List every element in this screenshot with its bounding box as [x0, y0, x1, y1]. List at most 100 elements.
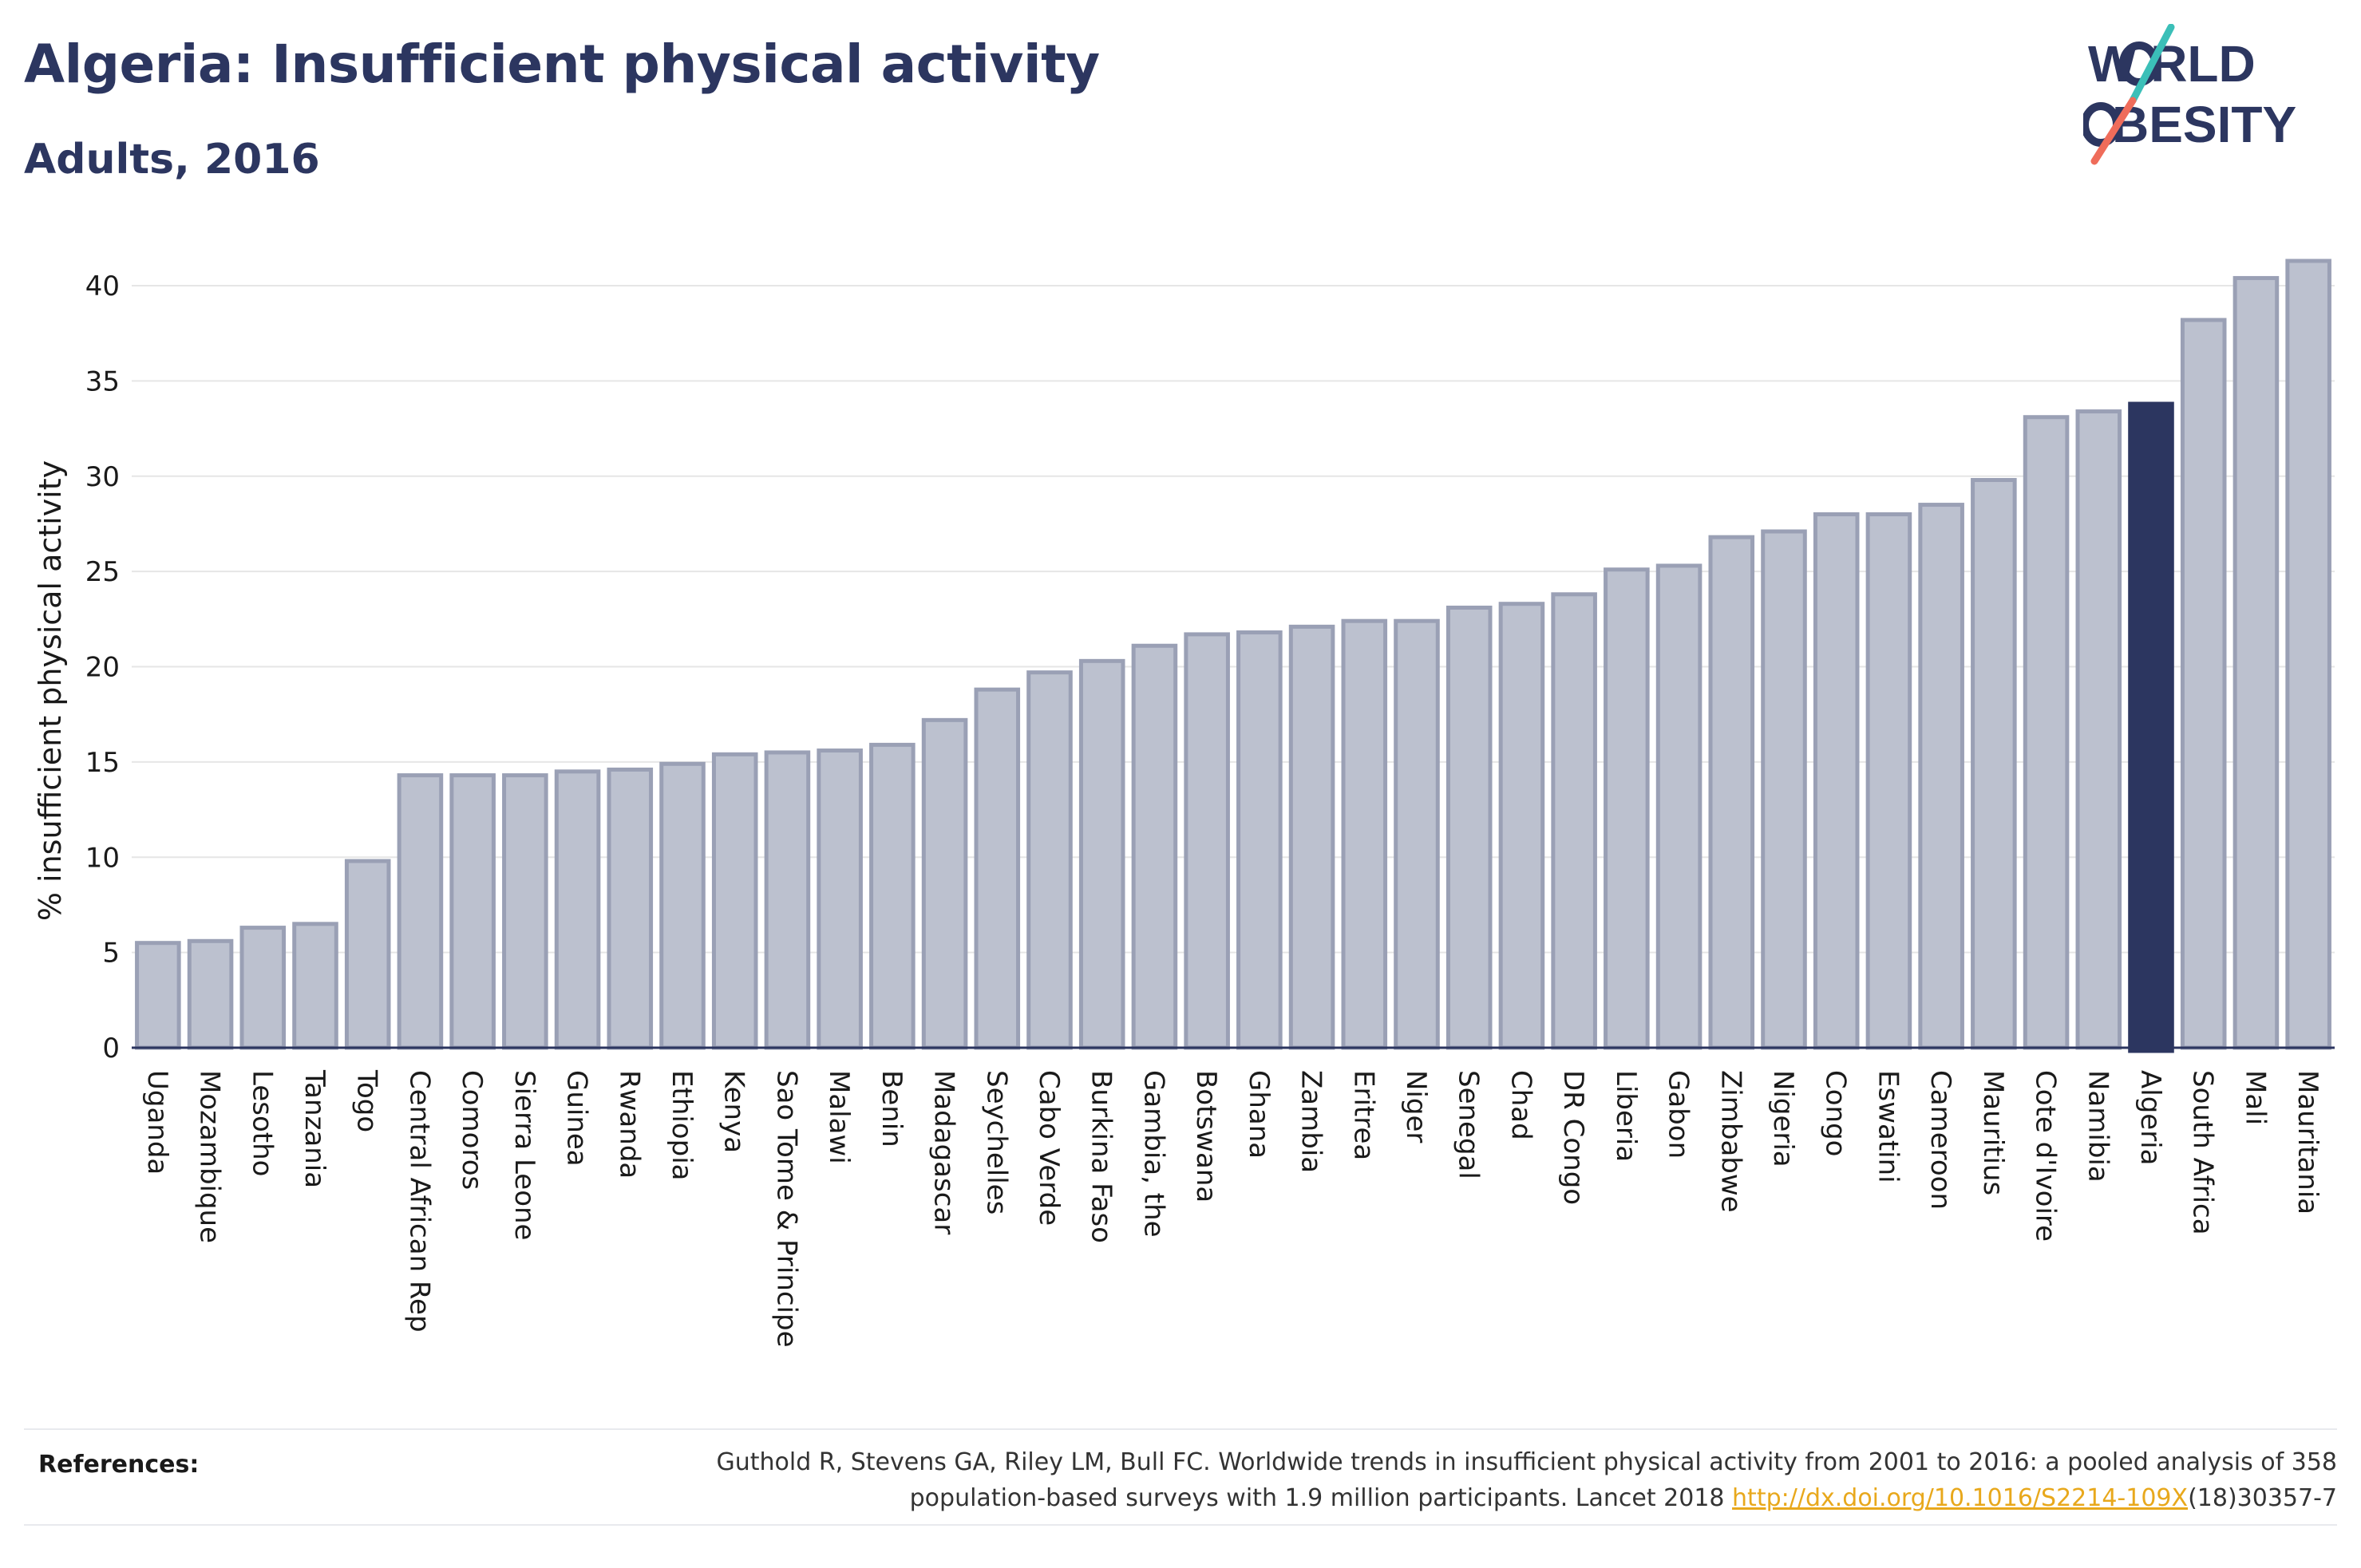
- bar-togo: [344, 859, 391, 1050]
- bar-zimbabwe: [1708, 535, 1755, 1050]
- y-tick-label: 10: [85, 842, 120, 874]
- y-tick-label: 5: [102, 938, 120, 970]
- y-tick-label: 0: [102, 1033, 120, 1064]
- bar-lesotho: [239, 926, 287, 1050]
- y-tick-labels: 0 5 10 15 20 25 30 35 40: [85, 271, 120, 1064]
- x-tick-label: Malawi: [823, 1070, 855, 1164]
- reference-line2-prefix: population-based surveys with 1.9 millio…: [909, 1484, 1733, 1512]
- x-tick-label: Kenya: [718, 1070, 750, 1153]
- bar-seychelles: [974, 687, 1021, 1050]
- x-tick-label: Nigeria: [1767, 1070, 1799, 1167]
- bar-burkina-faso: [1078, 658, 1125, 1050]
- logo-text-line2: BESITY: [2112, 96, 2296, 153]
- x-tick-label: Botswana: [1190, 1070, 1222, 1203]
- x-tick-label: DR Congo: [1557, 1070, 1589, 1205]
- y-tick-label: 40: [85, 271, 120, 302]
- x-tick-label: Algeria: [2134, 1070, 2166, 1165]
- x-tick-label: Tanzania: [299, 1069, 330, 1188]
- x-tick-label: Mauritius: [1977, 1070, 2009, 1195]
- y-tick-label: 35: [85, 365, 120, 397]
- bar-malawi: [817, 748, 863, 1050]
- bar-cote-d-ivoire: [2023, 415, 2070, 1050]
- logo-text-line1: W RLD: [2088, 35, 2256, 93]
- bar-mali: [2232, 275, 2280, 1050]
- x-tick-label: Ghana: [1243, 1070, 1275, 1159]
- x-tick-labels: Uganda Mozambique Lesotho Tanzania Togo Centr…: [141, 1069, 2323, 1348]
- reference-line2-suffix: (18)30357-7: [2188, 1484, 2337, 1512]
- x-tick-label: Liberia: [1610, 1070, 1642, 1162]
- bar-liberia: [1604, 567, 1650, 1050]
- x-tick-label: Uganda: [141, 1070, 173, 1175]
- bar-cameroon: [1918, 503, 1964, 1050]
- x-tick-label: Benin: [876, 1070, 908, 1147]
- bar-uganda: [135, 941, 181, 1050]
- chart-subtitle: Adults, 2016: [24, 136, 320, 184]
- x-tick-label: Cabo Verde: [1033, 1070, 1065, 1226]
- x-tick-label: Mali: [2239, 1070, 2271, 1125]
- x-tick-label: Zimbabwe: [1714, 1070, 1746, 1213]
- bar-comoros: [449, 773, 496, 1050]
- bar-rwanda: [607, 767, 654, 1050]
- x-tick-label: Cameroon: [1924, 1070, 1956, 1210]
- doi-link[interactable]: http://dx.doi.org/10.1016/S2214-109X: [1732, 1484, 2189, 1512]
- footer-divider-top: [24, 1428, 2337, 1430]
- x-tick-label: Zambia: [1295, 1070, 1327, 1173]
- bar-eswatini: [1865, 512, 1912, 1050]
- bar-mozambique: [187, 938, 234, 1050]
- bar-congo: [1813, 512, 1860, 1050]
- x-tick-label: Mauritania: [2292, 1070, 2323, 1215]
- x-tick-label: Lesotho: [246, 1070, 278, 1176]
- bar-chart: 0 5 10 15 20 25 30 35 40 Uganda Mozambique Lesotho…: [33, 259, 2335, 1348]
- references-label: References:: [38, 1451, 200, 1479]
- logo-coral-stroke: [2090, 97, 2137, 165]
- bar-mauritius: [1971, 478, 2017, 1050]
- x-tick-label: Madagascar: [928, 1070, 960, 1234]
- x-tick-label: Eritrea: [1347, 1070, 1379, 1160]
- chart-title: Algeria: Insufficient physical activity: [24, 34, 1100, 95]
- reference-line1: Guthold R, Stevens GA, Riley LM, Bull FC…: [716, 1448, 2337, 1476]
- x-tick-label: Senegal: [1453, 1070, 1485, 1179]
- bar-ghana: [1236, 630, 1283, 1050]
- x-tick-label: Gabon: [1663, 1070, 1695, 1159]
- logo-teal-stroke: [2129, 24, 2175, 105]
- bar-guinea: [554, 769, 601, 1050]
- x-tick-label: Gambia, the: [1137, 1070, 1169, 1238]
- bar-botswana: [1184, 632, 1230, 1050]
- bar-niger: [1394, 618, 1440, 1050]
- x-tick-label: Eswatini: [1872, 1070, 1904, 1183]
- bar-ethiopia: [659, 761, 706, 1050]
- bar-sierra-leone: [502, 773, 548, 1050]
- bar-nigeria: [1761, 529, 1807, 1050]
- x-tick-label: Ethiopia: [666, 1070, 698, 1180]
- bar-cabo-verde: [1026, 670, 1073, 1050]
- world-obesity-logo: W RLD BESITY: [2083, 24, 2296, 165]
- x-tick-label: Namibia: [2082, 1070, 2114, 1183]
- x-tick-label: Rwanda: [613, 1070, 645, 1179]
- y-axis-label: % insufficient physical activity: [33, 460, 68, 921]
- bar-gambia-the: [1131, 643, 1178, 1050]
- x-tick-label: Niger: [1400, 1070, 1432, 1143]
- x-tick-label: South Africa: [2187, 1070, 2219, 1235]
- bar-south-africa: [2180, 318, 2227, 1050]
- bar-zambia: [1288, 624, 1335, 1050]
- bar-dr-congo: [1551, 592, 1597, 1050]
- y-tick-label: 15: [85, 747, 120, 779]
- x-tick-label: Congo: [1820, 1070, 1852, 1156]
- bar-tanzania: [292, 922, 338, 1050]
- bar-sao-tome-principe: [764, 750, 811, 1050]
- bar-mauritania: [2285, 259, 2331, 1050]
- bar-madagascar: [921, 717, 968, 1050]
- y-tick-label: 20: [85, 652, 120, 684]
- x-tick-label: Seychelles: [980, 1070, 1012, 1215]
- x-tick-label: Burkina Faso: [1086, 1070, 1117, 1243]
- grid-lines: [132, 285, 2335, 954]
- bar-algeria: [2128, 401, 2174, 1053]
- bar-senegal: [1445, 605, 1493, 1050]
- y-tick-label: 25: [85, 556, 120, 588]
- x-tick-label: Comoros: [456, 1070, 488, 1190]
- x-tick-label: Togo: [351, 1069, 383, 1132]
- y-tick-label: 30: [85, 461, 120, 493]
- x-tick-label: Sierra Leone: [508, 1070, 540, 1240]
- bar-central-african-rep: [397, 773, 444, 1050]
- x-tick-label: Sao Tome & Principe: [770, 1070, 802, 1348]
